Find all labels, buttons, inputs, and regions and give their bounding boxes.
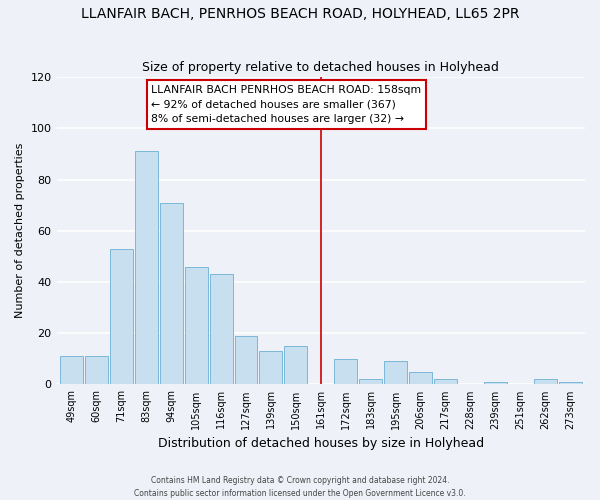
Bar — [533, 380, 557, 384]
Bar — [235, 336, 257, 384]
Text: LLANFAIR BACH PENRHOS BEACH ROAD: 158sqm
← 92% of detached houses are smaller (3: LLANFAIR BACH PENRHOS BEACH ROAD: 158sqm… — [151, 84, 421, 124]
Bar — [209, 274, 233, 384]
Text: Contains HM Land Registry data © Crown copyright and database right 2024.
Contai: Contains HM Land Registry data © Crown c… — [134, 476, 466, 498]
X-axis label: Distribution of detached houses by size in Holyhead: Distribution of detached houses by size … — [158, 437, 484, 450]
Bar — [434, 380, 457, 384]
Bar — [60, 356, 83, 384]
Title: Size of property relative to detached houses in Holyhead: Size of property relative to detached ho… — [142, 62, 499, 74]
Bar — [484, 382, 507, 384]
Bar — [135, 152, 158, 384]
Bar — [259, 351, 283, 384]
Bar — [384, 362, 407, 384]
Bar — [559, 382, 581, 384]
Bar — [85, 356, 108, 384]
Bar — [284, 346, 307, 385]
Bar — [359, 380, 382, 384]
Bar — [185, 266, 208, 384]
Bar — [110, 248, 133, 384]
Y-axis label: Number of detached properties: Number of detached properties — [15, 143, 25, 318]
Bar — [409, 372, 432, 384]
Bar — [160, 202, 182, 384]
Bar — [334, 359, 357, 384]
Text: LLANFAIR BACH, PENRHOS BEACH ROAD, HOLYHEAD, LL65 2PR: LLANFAIR BACH, PENRHOS BEACH ROAD, HOLYH… — [81, 8, 519, 22]
